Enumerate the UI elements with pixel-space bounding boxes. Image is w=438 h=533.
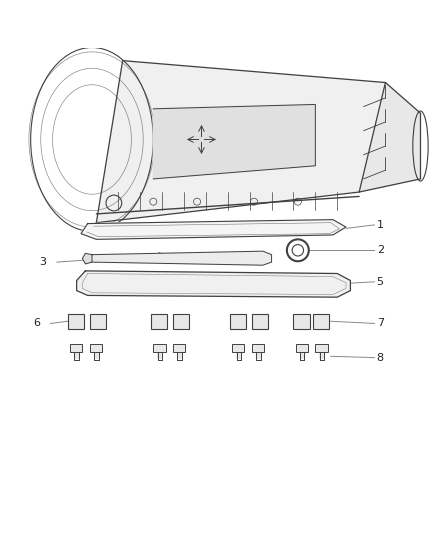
FancyBboxPatch shape [230,314,246,329]
Polygon shape [153,104,315,179]
FancyBboxPatch shape [68,314,84,329]
Polygon shape [82,253,92,264]
Text: 7: 7 [377,318,384,328]
FancyBboxPatch shape [173,314,189,329]
FancyBboxPatch shape [315,344,328,352]
FancyBboxPatch shape [173,344,185,352]
Polygon shape [96,61,385,223]
FancyBboxPatch shape [293,314,310,329]
Polygon shape [81,220,346,239]
Polygon shape [359,83,420,192]
Text: 6: 6 [33,318,40,328]
FancyBboxPatch shape [90,314,106,329]
Polygon shape [92,251,272,265]
Text: 5: 5 [377,277,384,287]
FancyBboxPatch shape [70,344,82,352]
FancyBboxPatch shape [252,344,264,352]
FancyBboxPatch shape [153,344,166,352]
Text: 8: 8 [377,353,384,362]
FancyBboxPatch shape [90,344,102,352]
Text: 3: 3 [39,257,46,267]
Polygon shape [77,271,350,297]
Text: 2: 2 [377,245,384,255]
FancyBboxPatch shape [232,344,244,352]
FancyBboxPatch shape [313,314,329,329]
FancyBboxPatch shape [252,314,268,329]
FancyBboxPatch shape [296,344,308,352]
Text: 4: 4 [154,252,161,262]
FancyBboxPatch shape [151,314,167,329]
Text: 1: 1 [377,220,384,230]
